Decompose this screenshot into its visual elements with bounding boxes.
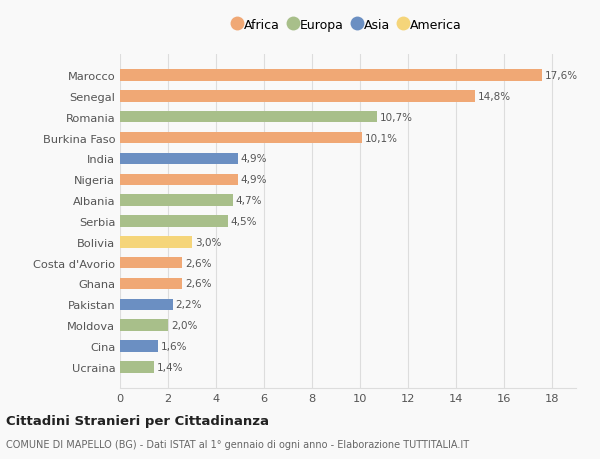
Text: 4,7%: 4,7% bbox=[236, 196, 262, 206]
Text: 2,2%: 2,2% bbox=[176, 300, 202, 310]
Text: 4,5%: 4,5% bbox=[231, 217, 257, 226]
Text: Cittadini Stranieri per Cittadinanza: Cittadini Stranieri per Cittadinanza bbox=[6, 414, 269, 428]
Text: 3,0%: 3,0% bbox=[195, 237, 221, 247]
Bar bbox=[120, 133, 362, 144]
Text: 10,7%: 10,7% bbox=[380, 112, 413, 123]
Text: 17,6%: 17,6% bbox=[545, 71, 578, 81]
Text: 2,6%: 2,6% bbox=[185, 279, 212, 289]
Bar bbox=[120, 320, 168, 331]
Bar bbox=[120, 361, 154, 373]
Text: 14,8%: 14,8% bbox=[478, 92, 511, 102]
Bar bbox=[120, 91, 475, 102]
Bar bbox=[120, 70, 542, 82]
Bar bbox=[120, 257, 182, 269]
Bar bbox=[120, 153, 238, 165]
Bar bbox=[120, 299, 173, 310]
Bar bbox=[120, 278, 182, 290]
Legend: Africa, Europa, Asia, America: Africa, Europa, Asia, America bbox=[230, 15, 466, 35]
Bar bbox=[120, 112, 377, 123]
Text: 2,0%: 2,0% bbox=[171, 320, 197, 330]
Bar bbox=[120, 174, 238, 185]
Bar bbox=[120, 236, 192, 248]
Text: COMUNE DI MAPELLO (BG) - Dati ISTAT al 1° gennaio di ogni anno - Elaborazione TU: COMUNE DI MAPELLO (BG) - Dati ISTAT al 1… bbox=[6, 440, 469, 449]
Bar bbox=[120, 341, 158, 352]
Text: 1,4%: 1,4% bbox=[157, 362, 183, 372]
Text: 10,1%: 10,1% bbox=[365, 133, 398, 143]
Text: 4,9%: 4,9% bbox=[241, 175, 267, 185]
Text: 1,6%: 1,6% bbox=[161, 341, 188, 351]
Text: 2,6%: 2,6% bbox=[185, 258, 212, 268]
Bar bbox=[120, 195, 233, 207]
Text: 4,9%: 4,9% bbox=[241, 154, 267, 164]
Bar bbox=[120, 216, 228, 227]
